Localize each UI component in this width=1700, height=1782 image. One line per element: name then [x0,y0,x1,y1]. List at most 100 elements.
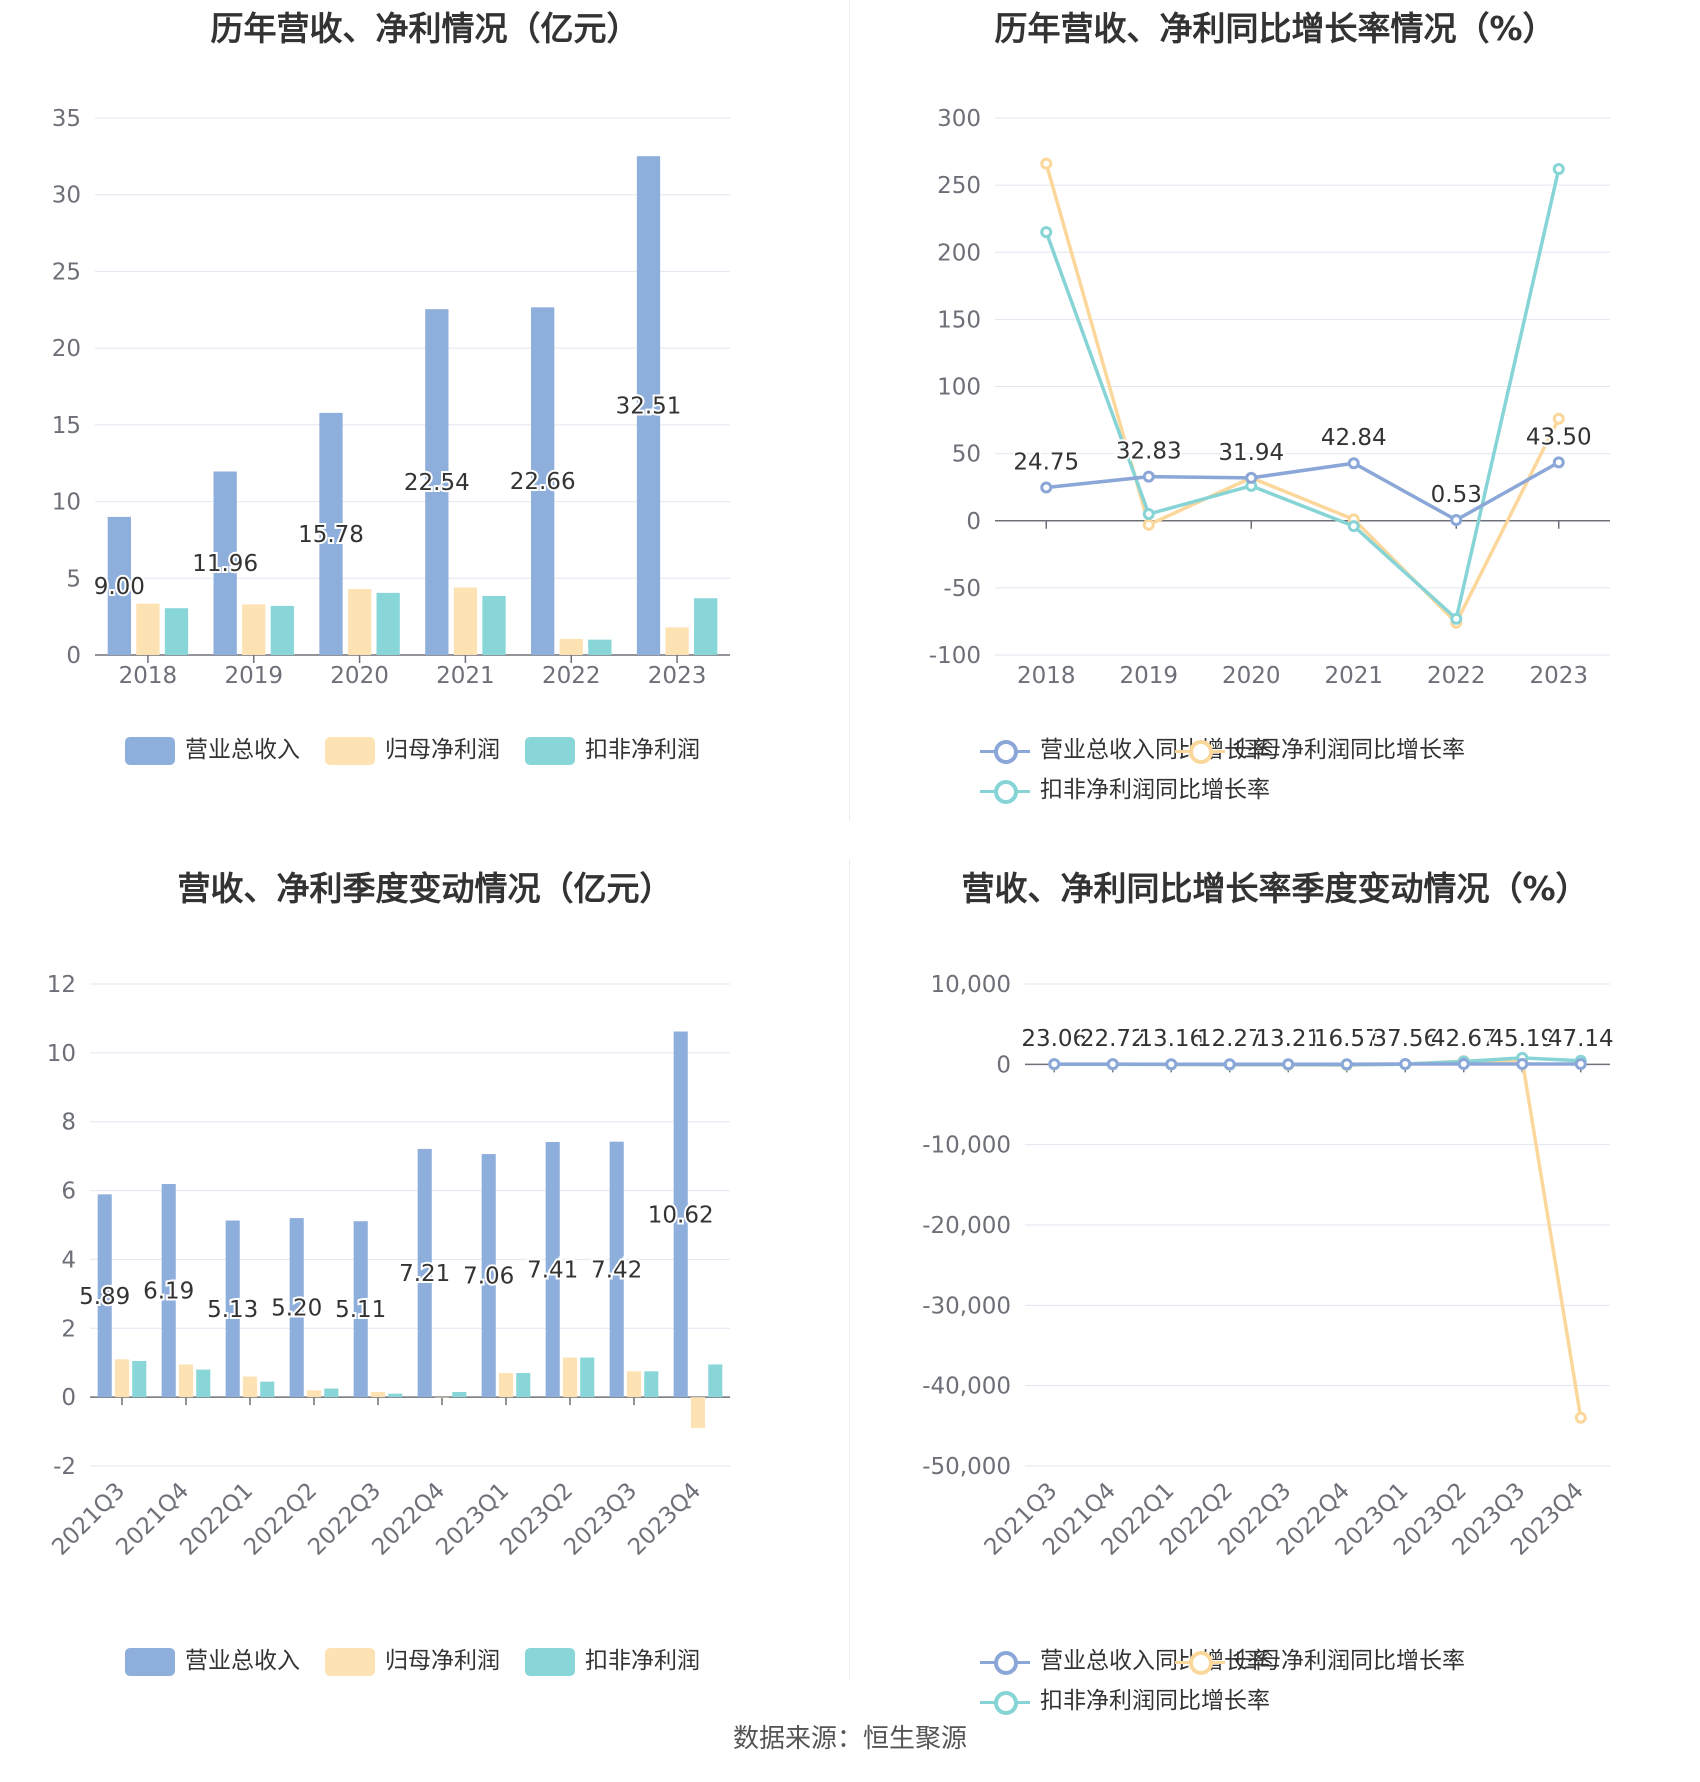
legend-label: 归母净利润 [385,737,500,763]
y-tick-label: 6 [61,1179,76,1205]
legend-swatch [525,1648,575,1676]
bar-deducted-profit [260,1381,275,1398]
data-point [1282,1058,1295,1071]
data-label: 13.16 [1138,1026,1204,1052]
data-point [1399,1058,1412,1071]
bar-deducted-profit [376,592,400,655]
y-tick-label: -50,000 [922,1454,1011,1480]
data-point [1340,1058,1353,1071]
data-label: 7.41 [527,1258,578,1284]
panel-divider [849,860,850,1680]
y-tick-label: 100 [937,375,981,401]
legend-label: 扣非净利润同比增长率 [1040,1688,1270,1714]
data-point [1106,1058,1119,1071]
bar-revenue [481,1154,496,1398]
y-tick-label: 300 [937,106,981,132]
legend-marker [994,740,1018,764]
bar-net-profit [434,1397,450,1398]
series-line [1046,460,1560,523]
data-label: 9.00 [94,574,145,600]
y-tick-label: -30,000 [922,1293,1011,1319]
x-tick-label: 2022 [542,663,601,689]
y-tick-label: 150 [937,307,981,333]
data-point [1347,457,1360,470]
legend-swatch [325,737,375,765]
legend-label: 扣非净利润同比增长率 [1040,777,1270,803]
bar-net-profit [178,1364,194,1398]
annual-growth-panel: 历年营收、净利同比增长率情况（%） -100 -50 0 50 100 150 200 250… [850,0,1700,860]
annual-growth-chart: -100 -50 0 50 100 150 200 250 300 2018 2019 2020 202… [929,106,1610,689]
data-label: 32.83 [1116,439,1182,465]
legend-label: 营业总收入 [185,1648,300,1674]
bar-revenue [636,156,661,655]
y-tick-label: 200 [937,240,981,266]
y-tick-label: 0 [996,1052,1011,1078]
legend-label: 营业总收入 [185,737,300,763]
data-point [1142,518,1155,531]
x-tick-label: 2019 [224,663,283,689]
bar-revenue [319,412,343,655]
quarterly-revenue-profit-chart: -20246810122021Q32021Q42022Q12022Q22022Q… [47,972,730,1561]
y-tick-label: -2 [53,1454,76,1480]
bar-net-profit [453,587,478,655]
x-tick-label: 2018 [1017,663,1076,689]
bar-deducted-profit [694,598,718,655]
bar-net-profit [242,604,266,655]
legend-swatch [125,737,175,765]
data-point [1574,1057,1587,1070]
bar-revenue [107,516,131,655]
data-point [1450,612,1463,625]
legend-marker [994,780,1018,804]
legend-marker [994,1651,1018,1675]
bar-revenue [225,1220,240,1398]
data-label: 16.57 [1314,1026,1380,1052]
annual-revenue-profit-chart: 0 5 10 15 20 25 30 35 2018 2019 2020 2021 2022 2023 9.… [52,106,730,689]
chart-title: 历年营收、净利同比增长率情况（%） [994,9,1556,48]
legend-label: 营业总收入同比增长率 [1040,1648,1270,1674]
bar-net-profit [370,1391,386,1398]
y-tick-label: 0 [966,509,981,535]
data-label: 11.96 [192,551,258,577]
bar-revenue [353,1221,368,1398]
legend-marker [994,1691,1018,1715]
data-label: 47.14 [1548,1026,1614,1052]
data-label: 5.20 [271,1296,322,1322]
quarterly-revenue-profit-panel: 营收、净利季度变动情况（亿元） -2 0 2 4 6 8 10 12 2021Q3 2021Q4 2… [0,860,850,1720]
series-line [1054,1058,1583,1419]
data-label: 22.54 [404,470,470,496]
legend-label: 扣非净利润 [585,737,700,763]
data-label: 22.66 [510,469,576,495]
bar-deducted-profit [164,608,189,655]
data-point [1574,1411,1587,1424]
y-tick-label: -100 [929,643,981,669]
legend-label: 归母净利润同比增长率 [1235,737,1465,763]
bar-revenue [673,1031,688,1398]
data-label: 42.67 [1431,1026,1497,1052]
data-point [1552,456,1565,469]
bar-net-profit [136,603,160,655]
bar-deducted-profit [516,1373,531,1398]
y-tick-label: 10 [47,1041,76,1067]
y-tick-label: 30 [52,183,81,209]
bar-deducted-profit [708,1364,723,1398]
data-label: 22.72 [1080,1026,1146,1052]
bar-revenue [545,1142,560,1398]
bar-revenue [97,1194,112,1398]
bar-net-profit [306,1390,322,1398]
y-tick-label: -40,000 [922,1374,1011,1400]
series-line [1044,163,1561,626]
y-tick-label: 2 [61,1316,76,1342]
x-tick-label: 2019 [1119,663,1178,689]
bar-deducted-profit [644,1371,659,1398]
x-tick-label: 2020 [330,663,389,689]
bar-net-profit [559,638,583,655]
legend-label: 归母净利润同比增长率 [1235,1648,1465,1674]
y-tick-label: 8 [61,1110,76,1136]
bar-deducted-profit [132,1360,147,1398]
data-label: 7.06 [463,1264,514,1290]
chart-title: 营收、净利季度变动情况（亿元） [177,869,673,908]
panel-divider [849,0,850,820]
data-label: 5.13 [207,1297,258,1323]
data-label: 5.89 [79,1284,130,1310]
y-tick-label: 0 [66,643,81,669]
